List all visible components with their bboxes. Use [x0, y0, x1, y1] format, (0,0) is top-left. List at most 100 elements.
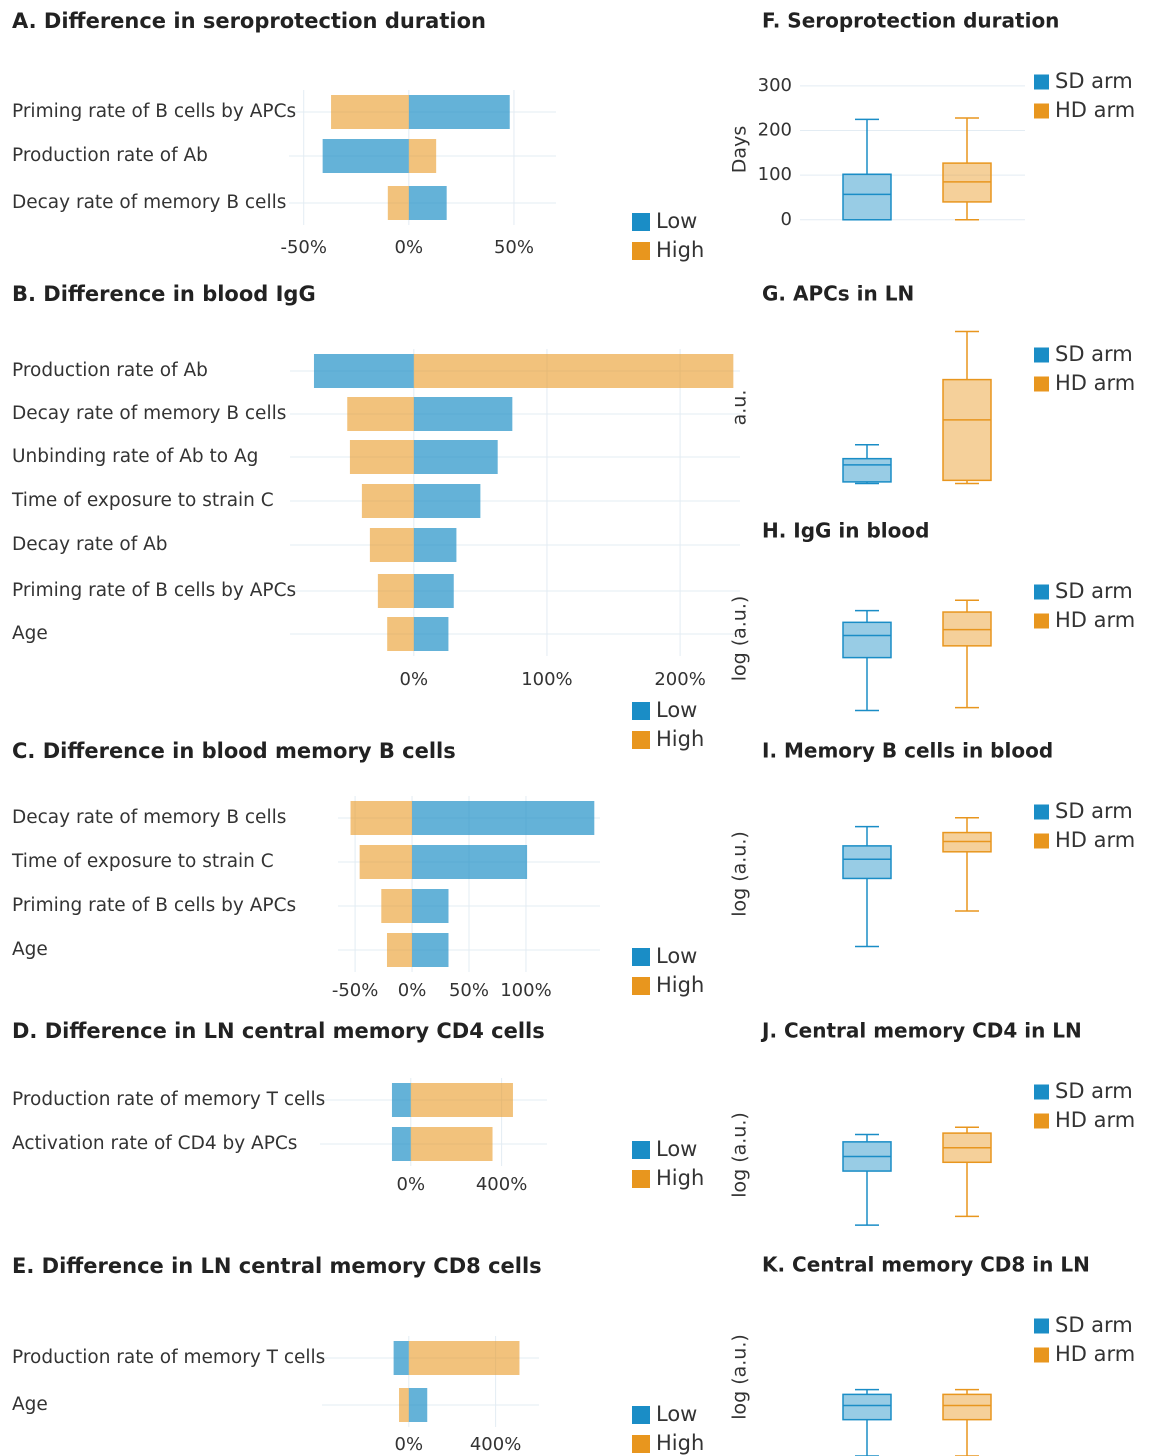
- x-tick-label: 400%: [476, 1174, 527, 1195]
- legend-label: Low: [656, 698, 697, 722]
- legend-swatch: [632, 731, 650, 749]
- panel-title: K. Central memory CD8 in LN: [762, 1253, 1090, 1277]
- legend-label: SD arm: [1055, 69, 1133, 93]
- legend-swatch: [1034, 804, 1049, 820]
- legend-label: High: [656, 973, 704, 997]
- category-label: Age: [12, 1394, 48, 1415]
- category-label: Priming rate of B cells by APCs: [12, 580, 296, 601]
- panel-title: E. Difference in LN central memory CD8 c…: [12, 1254, 542, 1278]
- x-tick-label: 0%: [400, 669, 429, 690]
- bar: [408, 95, 510, 129]
- legend-swatch: [1034, 347, 1049, 363]
- legend-label: High: [656, 1166, 704, 1190]
- bar: [412, 933, 449, 967]
- bar: [410, 1083, 513, 1117]
- box: [942, 1393, 992, 1421]
- y-axis-label: log (a.u.): [729, 596, 751, 682]
- legend-label: Low: [656, 1137, 697, 1161]
- x-tick-label: 100%: [521, 669, 572, 690]
- x-tick-label: 0%: [397, 1174, 426, 1195]
- bar: [331, 95, 409, 129]
- bar: [410, 1127, 493, 1161]
- bar: [412, 845, 528, 879]
- x-tick-label: 0%: [395, 1434, 424, 1455]
- category-label: Production rate of memory T cells: [12, 1347, 325, 1368]
- x-tick-label: 0%: [395, 237, 424, 258]
- bar: [413, 484, 481, 518]
- legend-swatch: [1034, 376, 1049, 392]
- x-tick-label: 400%: [470, 1434, 521, 1455]
- bar: [412, 889, 449, 923]
- legend-label: SD arm: [1055, 1313, 1133, 1337]
- bar: [413, 617, 449, 651]
- y-axis-label: log (a.u.): [729, 1112, 751, 1198]
- legend-label: HD arm: [1055, 371, 1135, 395]
- panel-title: B. Difference in blood IgG: [12, 282, 316, 306]
- category-label: Activation rate of CD4 by APCs: [12, 1133, 297, 1154]
- box: [942, 378, 992, 482]
- bar: [413, 397, 513, 431]
- x-tick-label: 50%: [494, 237, 534, 258]
- category-label: Production rate of Ab: [12, 360, 208, 381]
- category-label: Priming rate of B cells by APCs: [12, 101, 296, 122]
- bar: [349, 440, 414, 474]
- x-tick-label: 100%: [500, 980, 551, 1001]
- bar: [387, 617, 414, 651]
- category-label: Decay rate of memory B cells: [12, 807, 286, 828]
- legend-swatch: [1034, 1347, 1049, 1363]
- bar: [369, 528, 414, 562]
- box: [842, 621, 892, 659]
- legend-swatch: [1034, 103, 1049, 119]
- y-axis-label: a.u.: [729, 390, 751, 426]
- legend-swatch: [1034, 1084, 1049, 1100]
- bar: [359, 845, 413, 879]
- bar: [387, 186, 409, 220]
- panel-title: A. Difference in seroprotection duration: [12, 9, 486, 33]
- legend-label: SD arm: [1055, 342, 1133, 366]
- bar: [313, 354, 414, 388]
- bar: [347, 397, 414, 431]
- legend-swatch: [632, 242, 650, 260]
- legend-swatch: [632, 702, 650, 720]
- bar: [413, 354, 734, 388]
- x-tick-label: -50%: [280, 237, 327, 258]
- legend-label: Low: [656, 944, 697, 968]
- category-label: Unbinding rate of Ab to Ag: [12, 446, 258, 467]
- bar: [381, 889, 413, 923]
- y-axis-label: Days: [729, 126, 751, 173]
- box: [842, 457, 892, 483]
- bar: [413, 440, 498, 474]
- x-tick-label: 200%: [654, 669, 705, 690]
- category-label: Age: [12, 939, 48, 960]
- bar: [393, 1341, 409, 1375]
- legend-label: HD arm: [1055, 608, 1135, 632]
- legend-swatch: [632, 948, 650, 966]
- category-label: Priming rate of B cells by APCs: [12, 895, 296, 916]
- box: [842, 845, 892, 880]
- legend-label: High: [656, 727, 704, 751]
- y-tick-label: 200: [758, 120, 792, 141]
- legend-label: SD arm: [1055, 579, 1133, 603]
- bar: [412, 801, 595, 835]
- category-label: Production rate of memory T cells: [12, 1089, 325, 1110]
- category-label: Time of exposure to strain C: [11, 851, 274, 872]
- bar: [361, 484, 414, 518]
- legend-label: Low: [656, 209, 697, 233]
- legend-label: HD arm: [1055, 828, 1135, 852]
- category-label: Time of exposure to strain C: [11, 490, 274, 511]
- bar: [413, 528, 457, 562]
- legend-swatch: [632, 1406, 650, 1424]
- panel-title: C. Difference in blood memory B cells: [12, 739, 456, 763]
- bar: [408, 1388, 428, 1422]
- legend-label: High: [656, 1431, 704, 1455]
- y-axis-label: log (a.u.): [729, 831, 751, 917]
- category-label: Decay rate of memory B cells: [12, 192, 286, 213]
- panel-title: G. APCs in LN: [762, 282, 914, 306]
- panel-title: D. Difference in LN central memory CD4 c…: [12, 1019, 545, 1043]
- legend-label: HD arm: [1055, 1342, 1135, 1366]
- y-axis-label: log (a.u.): [729, 1334, 751, 1420]
- legend-swatch: [632, 1170, 650, 1188]
- category-label: Decay rate of Ab: [12, 534, 168, 555]
- category-label: Age: [12, 623, 48, 644]
